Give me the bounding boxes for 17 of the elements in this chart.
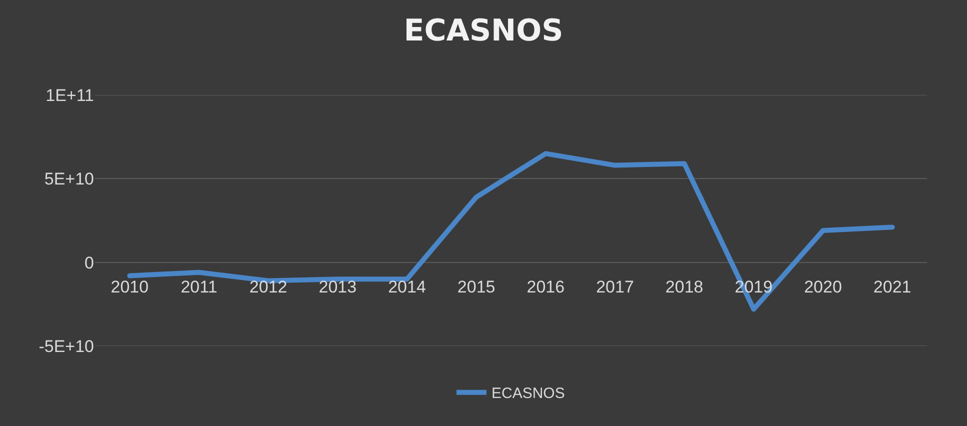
x-tick-label: 2016 [526,277,565,296]
x-tick-label: 2018 [665,277,704,296]
x-tick-label: 2015 [457,277,496,296]
y-tick-label: 1E+11 [46,86,94,105]
x-tick-label: 2012 [249,277,288,296]
y-tick-label: 5E+10 [44,170,94,189]
y-tick-label: 0 [84,253,94,272]
x-tick-label: 2017 [596,277,634,296]
x-tick-label: 2010 [110,277,149,296]
legend-label: ECASNOS [492,385,565,402]
x-tick-label: 2013 [318,277,357,296]
x-tick-label: 2020 [804,277,842,296]
x-tick-label: 2014 [388,277,426,296]
x-tick-label: 2011 [180,277,218,296]
x-tick-label: 2021 [873,277,912,296]
chart-title: ECASNOS [404,13,564,48]
y-tick-label: -5E+10 [38,336,94,356]
